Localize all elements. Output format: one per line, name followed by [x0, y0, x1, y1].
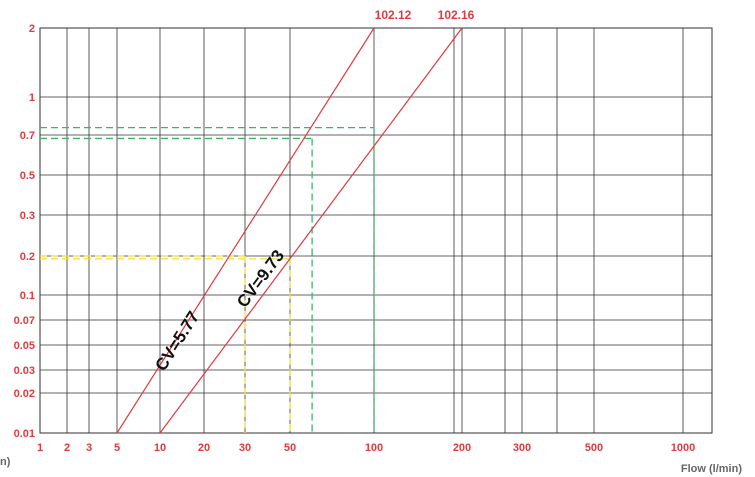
series-lines	[116, 27, 463, 434]
series-line	[159, 27, 463, 434]
y-tick-label: 0.3	[20, 210, 35, 222]
y-tick-labels: 2 1 0.7 0.5 0.3 0.2 0.1 0.07 0.05 0.03 0.02 0.01	[14, 23, 35, 440]
y-tick-label: 0.5	[20, 170, 35, 182]
guide-lines	[40, 126, 375, 433]
x-tick-label: 1	[37, 442, 43, 454]
grid	[39, 27, 713, 434]
x-tick-label: 200	[453, 442, 471, 454]
x-tick-label: 50	[284, 442, 296, 454]
x-tick-labels: 1 2 3 5 10 20 30 50 100 200 300 500 1000	[37, 442, 695, 454]
x-tick-label: 20	[198, 442, 210, 454]
y-tick-label: 0.03	[14, 365, 35, 377]
y-tick-label: 0.2	[20, 251, 35, 263]
x-tick-label: 10	[154, 442, 166, 454]
series-name-label: 102.12	[375, 8, 412, 22]
x-tick-label: 2	[64, 442, 70, 454]
y-tick-label: 1	[29, 92, 35, 104]
y-tick-label: 2	[29, 23, 35, 35]
plot-frame	[39, 27, 713, 434]
x-axis-title: Flow (l/min)	[681, 463, 742, 475]
x-tick-label: 100	[365, 442, 383, 454]
y-tick-label: 0.07	[14, 315, 35, 327]
x-tick-label: 500	[585, 442, 603, 454]
x-tick-label: 30	[239, 442, 251, 454]
y-tick-label: 0.02	[14, 388, 35, 400]
x-tick-label: 3	[86, 442, 92, 454]
x-tick-label: 1000	[671, 442, 695, 454]
cv-label: CV=5.77	[151, 308, 203, 374]
x-tick-label: 5	[114, 442, 120, 454]
y-tick-label: 0.01	[14, 428, 35, 440]
y-axis-title-fragment: n)	[0, 456, 11, 468]
y-tick-label: 0.1	[20, 290, 35, 302]
y-tick-label: 0.05	[14, 340, 35, 352]
y-tick-label: 0.7	[20, 130, 35, 142]
x-tick-label: 300	[513, 442, 531, 454]
series-name-label: 102.16	[438, 8, 475, 22]
series-line	[116, 27, 375, 434]
